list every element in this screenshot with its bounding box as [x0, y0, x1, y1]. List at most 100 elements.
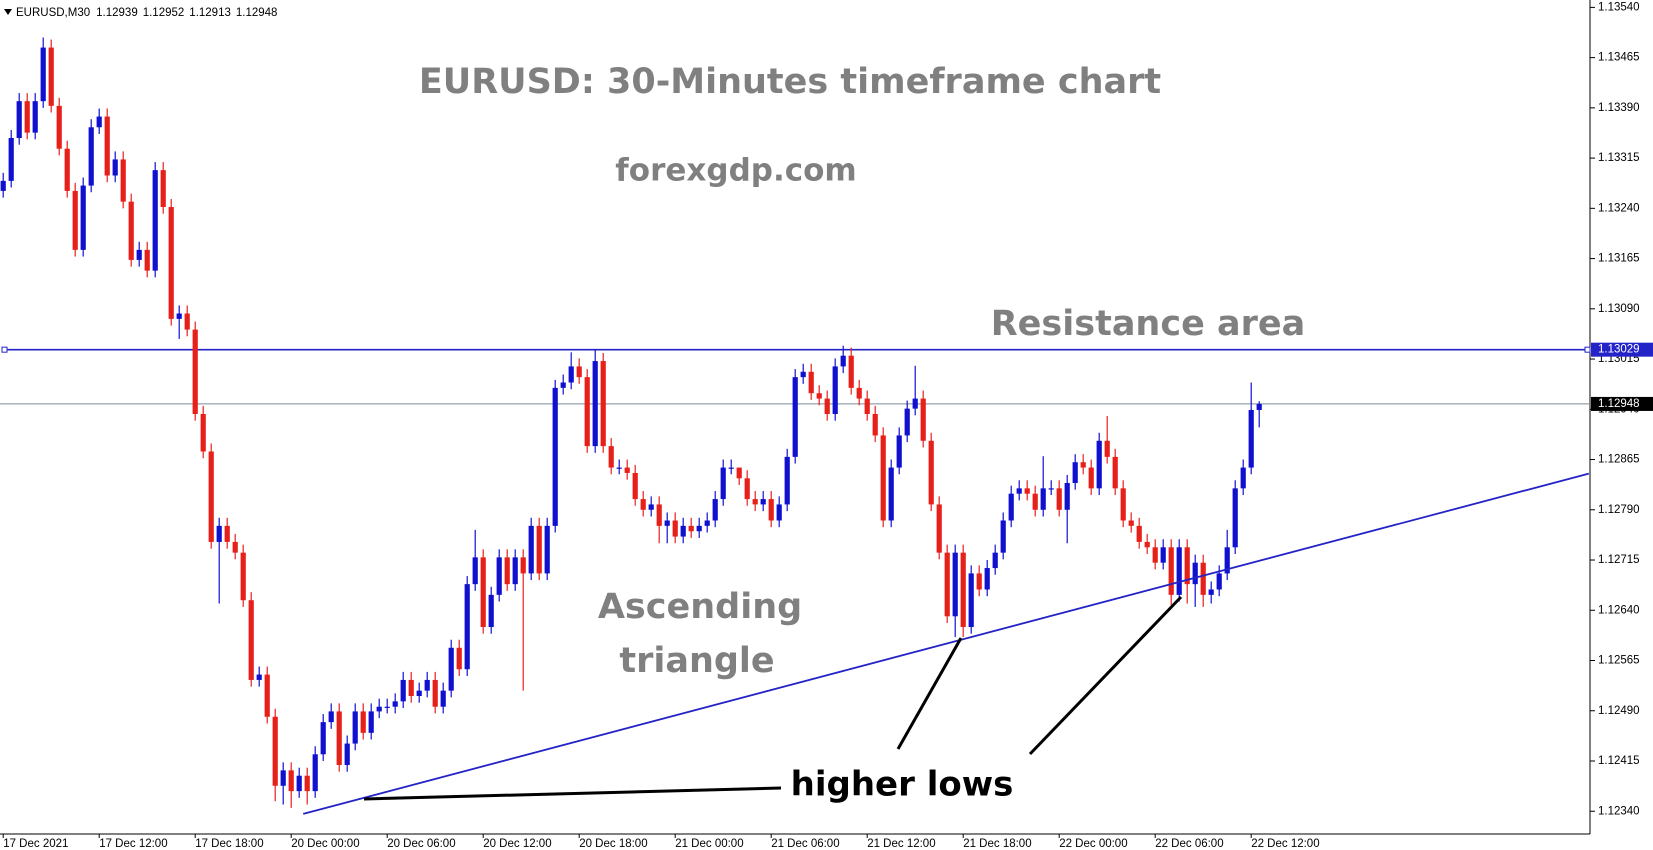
candle-body — [40, 47, 46, 102]
y-tick-label: 1.12415 — [1598, 755, 1640, 767]
candle-body — [704, 520, 710, 526]
resistance-handle — [1, 346, 8, 353]
candle-body — [816, 393, 822, 399]
candle-body — [776, 504, 782, 521]
candle-body — [680, 525, 686, 537]
candle-body — [632, 472, 638, 500]
candle-body — [1080, 462, 1086, 468]
candle-body — [592, 361, 598, 447]
x-tick-label: 21 Dec 18:00 — [963, 838, 1031, 850]
y-tick-label: 1.12340 — [1598, 805, 1640, 817]
candle-body — [312, 754, 318, 792]
candle-body — [104, 116, 110, 176]
candle-body — [864, 398, 870, 414]
candle-body — [608, 446, 614, 468]
annotation: higher lows — [791, 765, 1014, 805]
x-tick-label: 21 Dec 06:00 — [771, 838, 839, 850]
candle-body — [808, 371, 814, 394]
candle-body — [1224, 547, 1230, 574]
candle-body — [624, 467, 630, 473]
annotation: triangle — [619, 641, 774, 681]
candle-body — [344, 743, 350, 766]
candle-body — [1152, 547, 1158, 563]
candle-body — [248, 600, 254, 680]
candle-body — [328, 711, 334, 723]
candle-body — [184, 313, 190, 330]
candle-body — [560, 382, 566, 388]
candle-body — [192, 329, 198, 414]
candle-body — [1184, 547, 1190, 585]
candle-body — [1192, 562, 1198, 585]
candle-body — [1048, 488, 1054, 490]
current-price-label: 1.12948 — [1598, 398, 1640, 410]
candle-body — [912, 398, 918, 409]
candle-body — [488, 594, 494, 628]
candle-body — [1232, 488, 1238, 548]
y-tick-label: 1.13390 — [1598, 102, 1640, 114]
candle-body — [848, 355, 854, 388]
candle-body — [160, 170, 166, 207]
candle-body — [688, 525, 694, 532]
candle-body — [1040, 488, 1046, 510]
candle-body — [672, 520, 678, 537]
chart-title: EURUSD: 30-Minutes timeframe chart — [419, 62, 1161, 102]
x-tick-label: 17 Dec 18:00 — [195, 838, 263, 850]
candle-body — [232, 541, 238, 553]
candle-body — [544, 525, 550, 574]
candle-body — [1032, 493, 1038, 510]
candle-body — [56, 105, 62, 149]
candle-body — [760, 499, 766, 505]
y-tick-label: 1.12790 — [1598, 504, 1640, 516]
candle-body — [448, 647, 454, 691]
candle-body — [1056, 488, 1062, 510]
candle-body — [288, 770, 294, 792]
candle-body — [792, 377, 798, 457]
y-tick-label: 1.12565 — [1598, 655, 1640, 667]
candle-body — [272, 716, 278, 786]
candle-body — [744, 478, 750, 500]
candle-body — [1256, 403, 1262, 410]
candle-body — [1016, 488, 1022, 494]
candle-body — [408, 679, 414, 697]
candle-body — [824, 398, 830, 414]
candle-body — [48, 47, 54, 106]
candle-body — [1024, 488, 1030, 494]
x-tick-label: 20 Dec 00:00 — [291, 838, 359, 850]
candle-body — [264, 674, 270, 717]
menu-arrow[interactable] — [4, 9, 12, 15]
candle-body — [120, 159, 126, 202]
candle-body — [0, 180, 6, 191]
candle-body — [1104, 440, 1110, 457]
candle-body — [768, 499, 774, 521]
candle-body — [152, 170, 158, 271]
candle-body — [984, 568, 990, 590]
candle-body — [576, 366, 582, 378]
candle-body — [600, 361, 606, 447]
candle-body — [416, 690, 422, 697]
candle-body — [568, 366, 574, 383]
candle-body — [952, 552, 958, 617]
candle-body — [360, 711, 366, 733]
candle-body — [1128, 520, 1134, 526]
candle-body — [944, 552, 950, 617]
candle-body — [72, 190, 78, 250]
candle-body — [168, 206, 174, 319]
candle-body — [8, 137, 14, 181]
candle-body — [424, 679, 430, 691]
x-tick-label: 17 Dec 2021 — [3, 838, 68, 850]
x-tick-label: 20 Dec 06:00 — [387, 838, 455, 850]
candle-body — [280, 770, 286, 786]
y-tick-label: 1.12490 — [1598, 705, 1640, 717]
candle-body — [880, 435, 886, 521]
candle-body — [352, 711, 358, 744]
candle-body — [728, 467, 734, 469]
candle-body — [320, 722, 326, 755]
candle-body — [128, 201, 134, 260]
candle-body — [1176, 547, 1182, 595]
y-tick-label: 1.12640 — [1598, 604, 1640, 616]
chart-header: EURUSD,M30 1.12939 1.12952 1.12913 1.12948 — [16, 7, 277, 19]
plot-area — [0, 37, 1591, 815]
candle-body — [960, 552, 966, 628]
resistance-price-box — [1591, 342, 1653, 357]
